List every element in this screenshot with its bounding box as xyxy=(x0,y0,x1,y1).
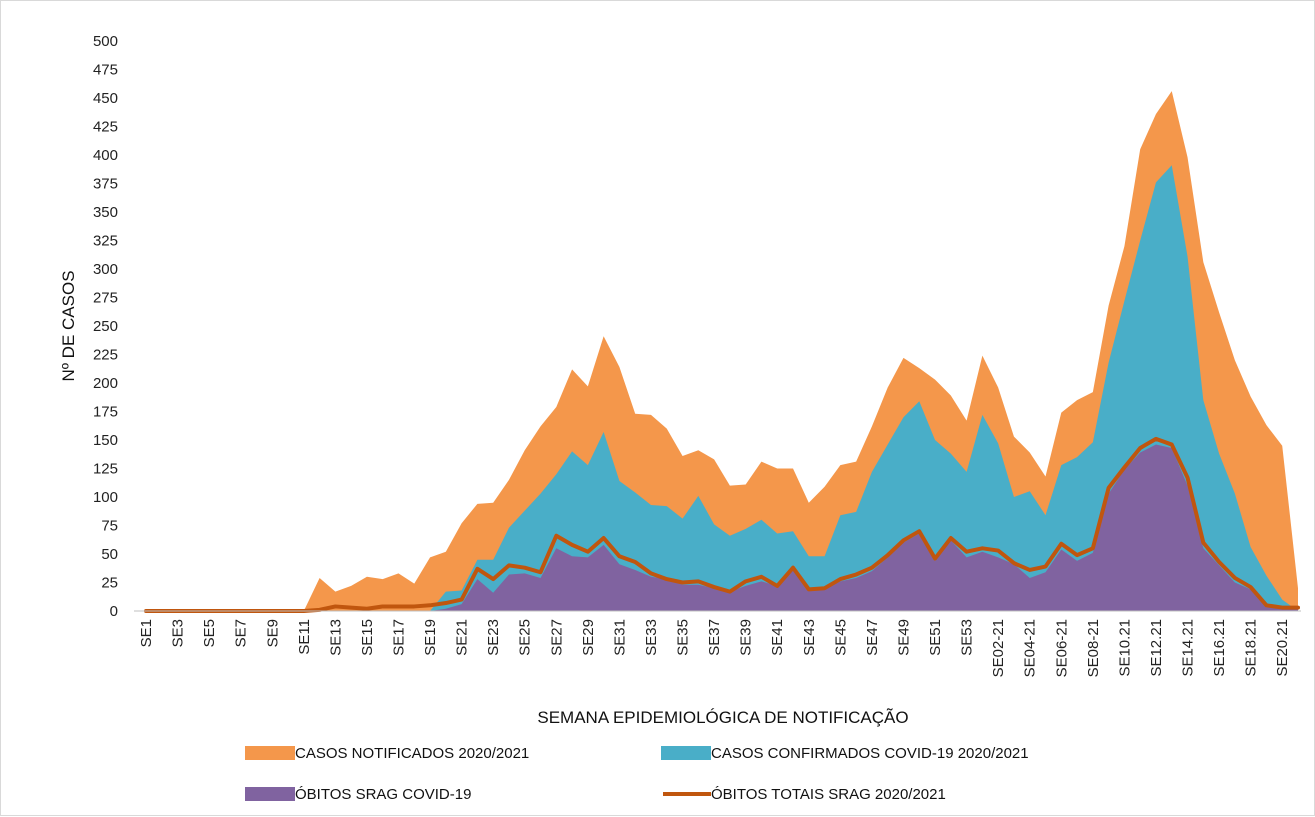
x-tick-label: SE53 xyxy=(959,619,976,656)
x-tick-label: SE29 xyxy=(580,619,597,656)
x-tick-label: SE1 xyxy=(138,619,155,647)
x-tick-label: SE7 xyxy=(233,619,250,647)
x-tick-label: SE12.21 xyxy=(1148,619,1165,677)
series-area-obitos-srag-covid-19 xyxy=(146,444,1298,611)
x-tick-label: SE37 xyxy=(706,619,723,656)
x-tick-label: SE10.21 xyxy=(1116,619,1133,677)
area-layer xyxy=(146,91,1298,611)
x-tick-label: SE23 xyxy=(485,619,502,656)
x-tick-label: SE41 xyxy=(769,619,786,656)
x-tick-label: SE9 xyxy=(264,619,281,647)
legend-swatch xyxy=(661,746,711,760)
y-axis-title: Nº DE CASOS xyxy=(59,270,78,381)
y-tick-label: 450 xyxy=(93,90,118,107)
y-tick-label: 125 xyxy=(93,461,118,478)
x-tick-label: SE04-21 xyxy=(1022,619,1039,677)
y-tick-label: 75 xyxy=(101,518,118,535)
x-tick-label: SE20.21 xyxy=(1274,619,1291,677)
x-tick-label: SE14.21 xyxy=(1180,619,1197,677)
y-tick-label: 350 xyxy=(93,204,118,221)
y-tick-label: 100 xyxy=(93,489,118,506)
y-tick-label: 375 xyxy=(93,176,118,193)
x-tick-label: SE08-21 xyxy=(1085,619,1102,677)
x-tick-label: SE21 xyxy=(454,619,471,656)
x-tick-label: SE17 xyxy=(390,619,407,656)
series-area-casos-notificados-2020-2021 xyxy=(146,91,1298,611)
x-tick-label: SE02-21 xyxy=(990,619,1007,677)
y-tick-label: 200 xyxy=(93,375,118,392)
x-tick-label: SE18.21 xyxy=(1243,619,1260,677)
x-tick-label: SE27 xyxy=(548,619,565,656)
y-tick-label: 500 xyxy=(93,33,118,50)
legend-label: ÓBITOS SRAG COVID-19 xyxy=(295,786,471,803)
x-tick-label: SE51 xyxy=(927,619,944,656)
x-tick-label: SE47 xyxy=(864,619,881,656)
y-tick-label: 475 xyxy=(93,62,118,79)
x-tick-label: SE33 xyxy=(643,619,660,656)
legend-swatch xyxy=(245,787,295,801)
x-tick-label: SE15 xyxy=(359,619,376,656)
x-tick-label: SE13 xyxy=(327,619,344,656)
y-tick-label: 25 xyxy=(101,575,118,592)
y-tick-label: 325 xyxy=(93,233,118,250)
y-tick-label: 150 xyxy=(93,432,118,449)
legend-label: ÓBITOS TOTAIS SRAG 2020/2021 xyxy=(711,786,946,803)
legend-swatch xyxy=(245,746,295,760)
x-tick-label: SE19 xyxy=(422,619,439,656)
y-tick-label: 400 xyxy=(93,147,118,164)
legend-label: CASOS NOTIFICADOS 2020/2021 xyxy=(295,745,529,762)
y-tick-label: 425 xyxy=(93,119,118,136)
x-tick-label: SE45 xyxy=(832,619,849,656)
x-tick-label: SE43 xyxy=(801,619,818,656)
x-axis-title: SEMANA EPIDEMIOLÓGICA DE NOTIFICAÇÃO xyxy=(537,708,908,727)
x-tick-label: SE35 xyxy=(675,619,692,656)
x-axis: SE1 SE3 SE5 SE7 SE9 SE11 SE13 SE15 SE17 SE19 SE21 S… xyxy=(134,610,1301,677)
x-tick-label: SE06-21 xyxy=(1053,619,1070,677)
series-area-casos-confirmados-covid-19-2020-2021 xyxy=(146,165,1298,611)
y-tick-label: 225 xyxy=(93,347,118,364)
x-tick-label: SE11 xyxy=(296,619,313,655)
y-tick-label: 50 xyxy=(101,546,118,563)
y-tick-label: 175 xyxy=(93,404,118,421)
y-tick-label: 250 xyxy=(93,318,118,335)
y-tick-label: 0 xyxy=(110,603,118,620)
series-line-obitos-totais-srag-2020-2021 xyxy=(144,436,1300,613)
y-axis: 0 25 50 75 100 125 150 175 200 225 250 275 300 325 350… xyxy=(93,33,118,620)
x-tick-label: SE5 xyxy=(201,619,218,647)
x-tick-label: SE3 xyxy=(170,619,187,647)
legend: CASOS NOTIFICADOS 2020/2021 CASOS CONFIRM… xyxy=(245,745,1029,803)
y-tick-label: 300 xyxy=(93,261,118,278)
x-tick-label: SE25 xyxy=(517,619,534,656)
legend-label: CASOS CONFIRMADOS COVID-19 2020/2021 xyxy=(711,745,1029,762)
y-tick-label: 275 xyxy=(93,290,118,307)
x-tick-label: SE31 xyxy=(611,619,628,656)
line-layer xyxy=(144,436,1300,613)
x-tick-label: SE49 xyxy=(895,619,912,656)
x-tick-label: SE39 xyxy=(738,619,755,656)
x-tick-label: SE16.21 xyxy=(1211,619,1228,677)
